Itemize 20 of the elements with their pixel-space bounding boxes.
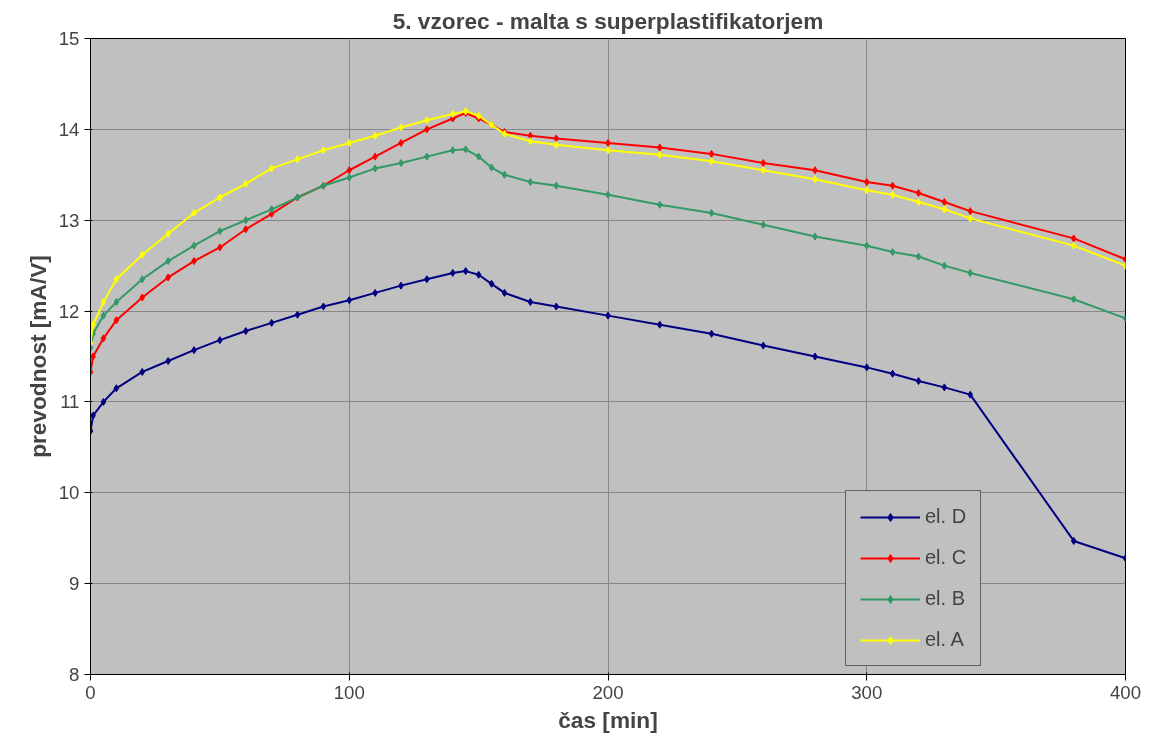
y-tick-label: 11 xyxy=(60,391,80,413)
legend-label: el. D xyxy=(925,505,967,528)
x-tick-label: 0 xyxy=(85,681,96,703)
x-tick-label: 400 xyxy=(1109,681,1142,703)
x-tick-label: 200 xyxy=(592,681,624,703)
y-tick-label: 9 xyxy=(69,573,80,595)
y-tick-label: 13 xyxy=(58,209,80,231)
y-axis-title: prevodnost [mA/V] xyxy=(24,255,51,458)
x-tick-label: 100 xyxy=(333,681,365,703)
legend-label: el. A xyxy=(925,628,964,651)
y-tick-label: 10 xyxy=(58,482,80,504)
legend-label: el. C xyxy=(925,546,967,569)
y-tick-label: 8 xyxy=(69,664,80,685)
y-tick-label: 12 xyxy=(58,300,80,322)
x-tick-label: 300 xyxy=(851,681,883,703)
legend-label: el. B xyxy=(925,587,966,610)
y-tick-label: 15 xyxy=(58,28,80,49)
chart-title: 5. vzorec - malta s superplastifikatorjem xyxy=(392,7,824,34)
x-axis-title: čas [min] xyxy=(558,706,658,733)
y-tick-label: 14 xyxy=(58,118,80,140)
